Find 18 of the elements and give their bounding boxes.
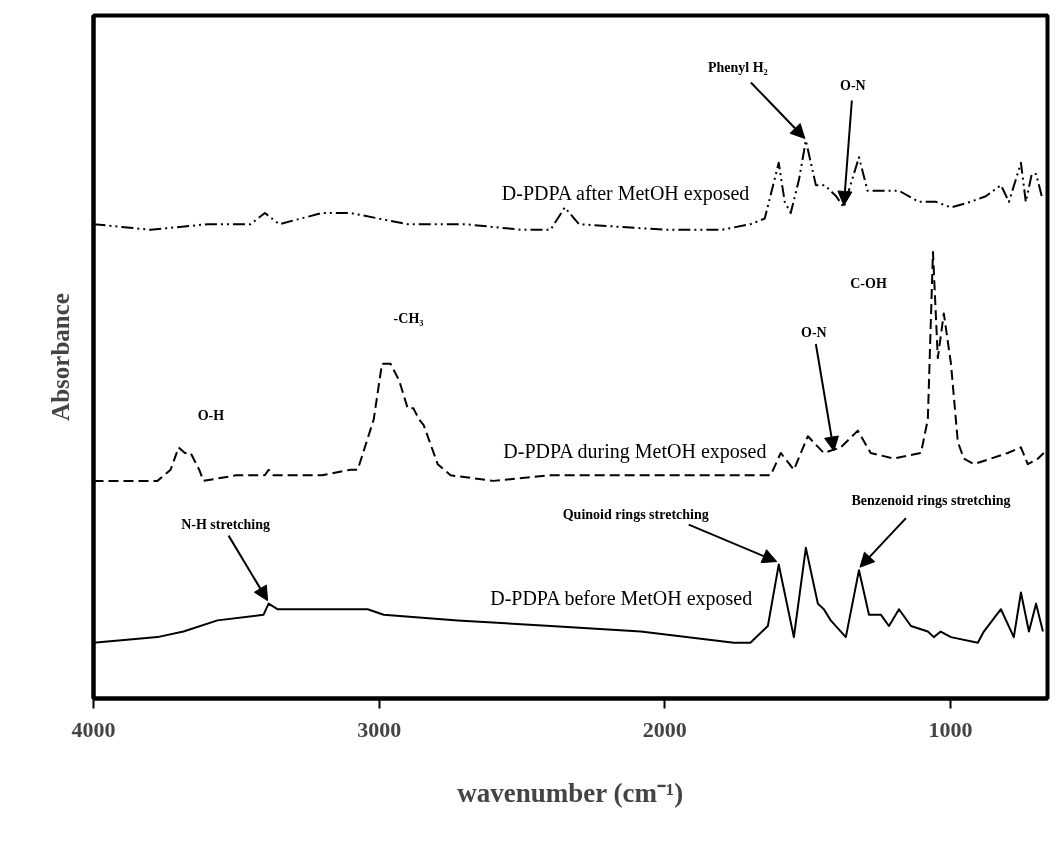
annotation: Quinoid rings stretching xyxy=(562,507,709,523)
annotation: Benzenoid rings stretching xyxy=(851,492,1011,508)
x-tick-label: 1000 xyxy=(928,716,973,742)
annotation: O-H xyxy=(197,408,225,424)
annotation: Phenyl H₂ xyxy=(707,59,768,75)
x-axis-title: wavenumber (cm⁻¹) xyxy=(457,777,684,808)
annotation: N-H stretching xyxy=(181,517,270,533)
x-tick-label: 4000 xyxy=(71,716,116,742)
annotation: O-N xyxy=(801,325,827,341)
series-label: D-PDPA before MetOH exposed xyxy=(490,586,753,610)
y-axis-title: Absorbance xyxy=(46,293,74,421)
annotation: O-N xyxy=(840,77,866,93)
annotation: -CH₃ xyxy=(393,311,424,327)
series-label: D-PDPA after MetOH exposed xyxy=(501,181,750,205)
x-tick-label: 2000 xyxy=(642,716,687,742)
series-label: D-PDPA during MetOH exposed xyxy=(503,439,767,463)
annotation: C-OH xyxy=(850,276,887,291)
x-tick-label: 3000 xyxy=(357,716,402,742)
